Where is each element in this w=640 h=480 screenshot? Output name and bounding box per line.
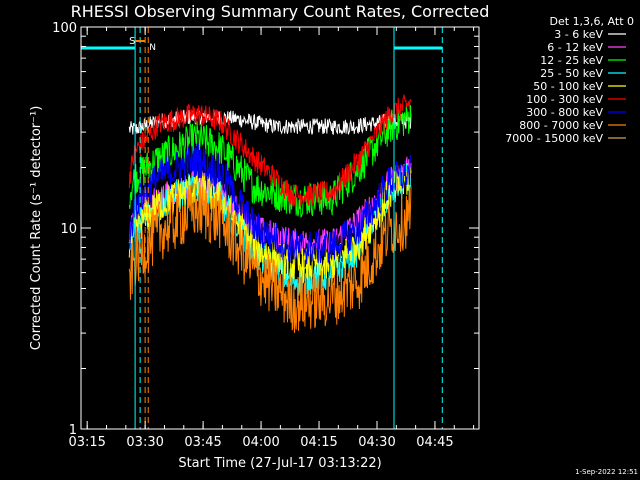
series-line-5	[128, 94, 412, 207]
chart-title: RHESSI Observing Summary Count Rates, Co…	[71, 2, 490, 21]
series-line-0	[128, 108, 412, 136]
legend-label-8: 7000 - 15000 keV	[505, 132, 603, 145]
series-line-7	[128, 181, 412, 333]
night-flag-label: N	[149, 43, 156, 53]
x-tick-label-0: 03:15	[68, 435, 105, 450]
y-tick-label-1: 10	[60, 222, 77, 237]
legend-label-4: 50 - 100 keV	[533, 80, 603, 93]
x-axis-label: Start Time (27-Jul-17 03:13:22)	[178, 456, 381, 471]
x-tick-label-3: 04:00	[242, 435, 279, 450]
legend-label-7: 800 - 7000 keV	[519, 119, 603, 132]
x-tick-label-4: 04:15	[300, 435, 337, 450]
y-tick-label-2: 100	[52, 21, 77, 36]
legend-label-3: 25 - 50 keV	[540, 67, 603, 80]
y-tick-label-0: 1	[69, 423, 77, 438]
axis-layer: 03:15 03:30 03:45 04:00 04:15 04:30 04:45 1 10 10…	[52, 21, 479, 450]
series-layer	[128, 94, 412, 333]
legend-title: Det 1,3,6, Att 0	[550, 15, 634, 28]
x-tick-label-1: 03:30	[126, 435, 163, 450]
legend-label-6: 300 - 800 keV	[526, 106, 603, 119]
legend-label-5: 100 - 300 keV	[526, 93, 603, 106]
x-tick-label-2: 03:45	[184, 435, 221, 450]
generation-timestamp: 1-Sep-2022 12:51	[575, 468, 638, 476]
saa-flag-label: S	[129, 36, 135, 47]
series-line-6	[128, 143, 412, 265]
legend-label-0: 3 - 6 keV	[554, 28, 603, 41]
legend-label-1: 6 - 12 keV	[547, 41, 603, 54]
x-tick-label-5: 04:30	[358, 435, 395, 450]
y-axis-label: Corrected Count Rate (s⁻¹ detector⁻¹)	[29, 106, 44, 351]
series-line-2	[128, 103, 412, 218]
annotation-layer: SN	[81, 27, 443, 429]
legend-label-2: 12 - 25 keV	[540, 54, 603, 67]
x-tick-label-6: 04:45	[416, 435, 453, 450]
